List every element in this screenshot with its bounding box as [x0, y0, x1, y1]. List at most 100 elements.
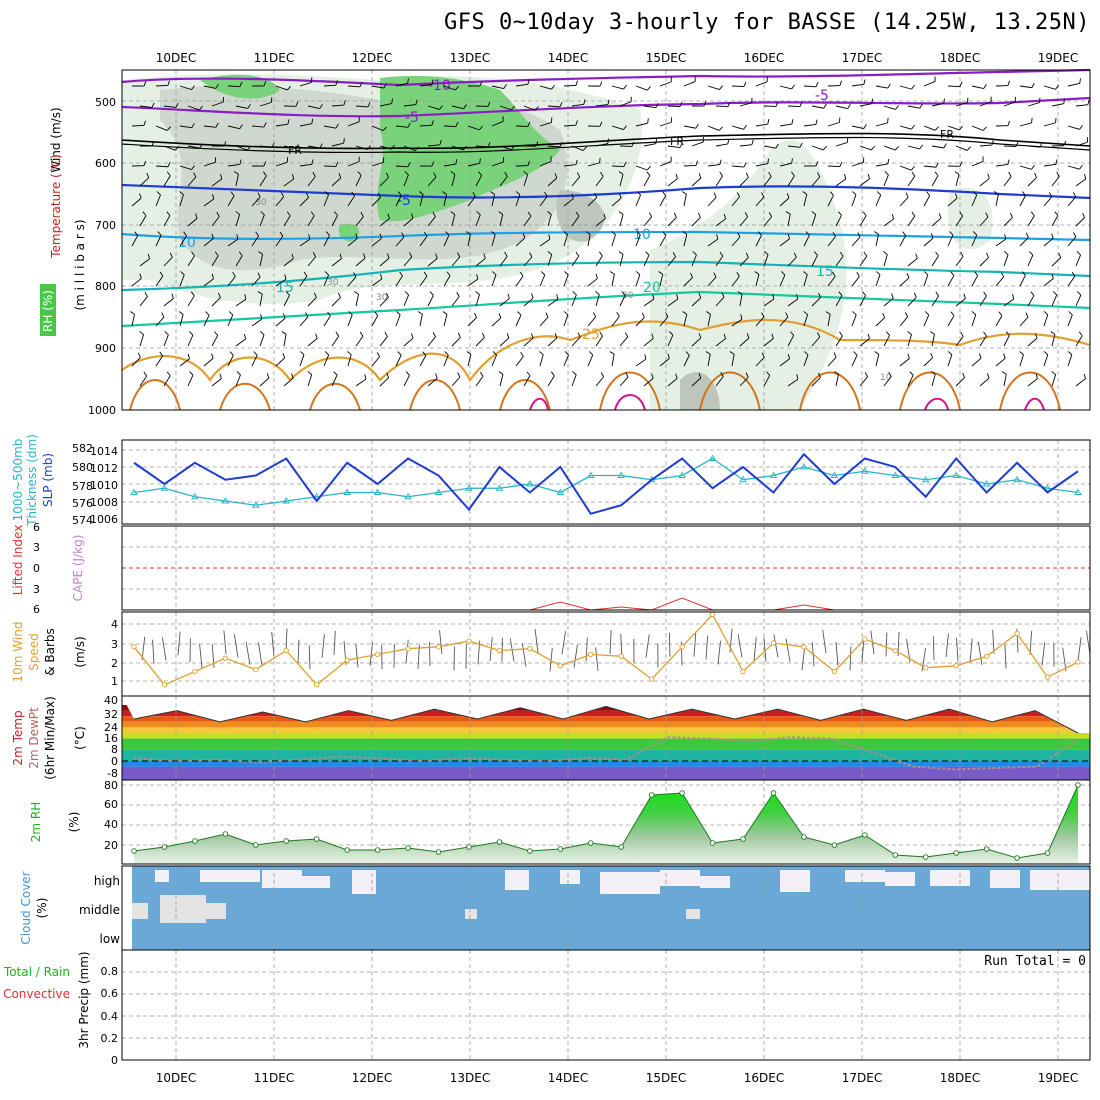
barb-flag-6-25 [736, 192, 741, 197]
barb-9-29 [835, 256, 844, 267]
upper-grid [122, 70, 1090, 410]
barb-flag-15-18 [572, 371, 577, 376]
barb-flag-8-16 [522, 233, 526, 239]
barb-11-19 [595, 294, 600, 307]
barb-flag-4-7 [311, 159, 314, 165]
barb-15-8 [331, 374, 338, 387]
li-grid [122, 526, 1090, 610]
barb-flag-11-27 [796, 294, 799, 300]
barb-0-18 [563, 84, 577, 87]
rh-marker-21 [770, 790, 777, 796]
barb-9-31 [883, 254, 888, 267]
barb-5-18 [571, 176, 581, 187]
barb-flag-0-0 [143, 81, 147, 87]
cloud-clear-high-8 [700, 876, 730, 888]
barb-flag-4-28 [815, 161, 819, 167]
barb-flag-11-31 [891, 293, 894, 299]
barb-12-7 [299, 316, 309, 327]
wind-marker-9 [405, 646, 411, 652]
barb-flag-11-19 [595, 291, 600, 295]
barb-flag-0-6 [286, 85, 291, 91]
barb-5-11 [403, 174, 409, 187]
barb-10-16 [515, 276, 524, 287]
barb-14-17 [539, 354, 544, 367]
barb-8-18 [563, 234, 568, 247]
thickness-marker-14 [556, 488, 565, 495]
lifted-index-panel: 6 3 0 3 6 Lifted Index CAPE (J/kg) [11, 521, 1091, 616]
barb-9-25 [739, 257, 749, 267]
barb-14-20 [611, 354, 615, 367]
wind-marker-16 [618, 653, 624, 659]
barb-flag-2-7 [311, 118, 314, 124]
barb-flag-2-3 [215, 122, 219, 128]
barb-flag-10-33 [923, 271, 929, 276]
barb-flag-3-35 [991, 140, 994, 146]
barb-13-11 [403, 337, 414, 347]
wind-barb-71 [992, 629, 995, 654]
barb-flag-13-23 [698, 333, 702, 339]
barb-12-1 [155, 316, 165, 327]
barb-5-37 [1027, 177, 1037, 187]
barb-flag-13-29 [839, 331, 843, 337]
barb-flag-5-30 [867, 173, 870, 179]
barb-3-13 [451, 145, 464, 151]
barb-0-17 [539, 85, 552, 90]
label-fr-3: FR [940, 128, 954, 141]
wind-marker-22 [801, 644, 807, 650]
barb-12-17 [539, 316, 549, 327]
barb-6-0 [131, 197, 142, 207]
barb-5-22 [667, 178, 678, 187]
barb-flag-15-36 [1001, 371, 1007, 375]
wind-barb-65 [921, 648, 927, 672]
barb-1-35 [979, 101, 992, 107]
barb-4-3 [203, 161, 216, 167]
barb-10-39 [1067, 275, 1076, 287]
barb-flag-14-26 [761, 352, 765, 358]
barb-13-39 [1075, 335, 1083, 347]
thickness-marker-16 [617, 471, 626, 478]
barb-flag-4-0 [143, 160, 147, 166]
upper-wind-barbs [130, 76, 1090, 387]
barb-1-21 [643, 105, 656, 109]
temp-band-2 [122, 716, 1090, 722]
wind-marker-4 [253, 666, 259, 673]
wind-marker-29 [1014, 630, 1020, 637]
barb-flag-15-14 [479, 371, 484, 377]
barb-flag-9-3 [214, 251, 219, 257]
barb-flag-12-26 [761, 312, 765, 318]
thickness-marker-4 [252, 501, 260, 508]
wind-marker-2 [192, 668, 198, 675]
barb-flag-3-15 [511, 145, 515, 150]
barb-flag-0-38 [1055, 85, 1059, 90]
barb-15-29 [835, 374, 839, 387]
wind-barb-47 [705, 635, 709, 660]
thickness-marker-24 [861, 467, 869, 474]
barb-13-9 [355, 335, 364, 347]
barb-flag-3-38 [1063, 140, 1067, 146]
barb-flag-8-25 [737, 232, 741, 238]
barb-flag-12-8 [327, 311, 331, 317]
barb-6-4 [227, 195, 235, 207]
barb-flag-0-9 [359, 82, 363, 88]
barb-12-13 [443, 314, 448, 327]
barb-flag-14-32 [907, 353, 910, 359]
barb-flag-13-39 [1078, 331, 1083, 337]
barb-flag-7-27 [785, 211, 791, 215]
barb-flag-11-6 [285, 291, 290, 296]
barb-flag-10-28 [803, 271, 808, 275]
barb-13-8 [331, 335, 340, 347]
barb-0-2 [179, 85, 192, 91]
barb-2-39 [1067, 125, 1080, 130]
barb-flag-3-28 [822, 145, 827, 151]
precip-grid [122, 950, 1090, 1060]
cloud-clear-high-7 [660, 870, 700, 886]
barb-flag-5-24 [719, 171, 723, 177]
barb-flag-15-15 [498, 371, 504, 375]
barb-flag-7-10 [387, 213, 390, 219]
barb-7-10 [379, 218, 390, 227]
barb-2-0 [131, 125, 145, 127]
barb-1-20 [619, 101, 632, 107]
wind-barb-54 [785, 638, 791, 662]
barb-flag-6-33 [926, 191, 931, 196]
wind-barb-59 [849, 646, 852, 671]
